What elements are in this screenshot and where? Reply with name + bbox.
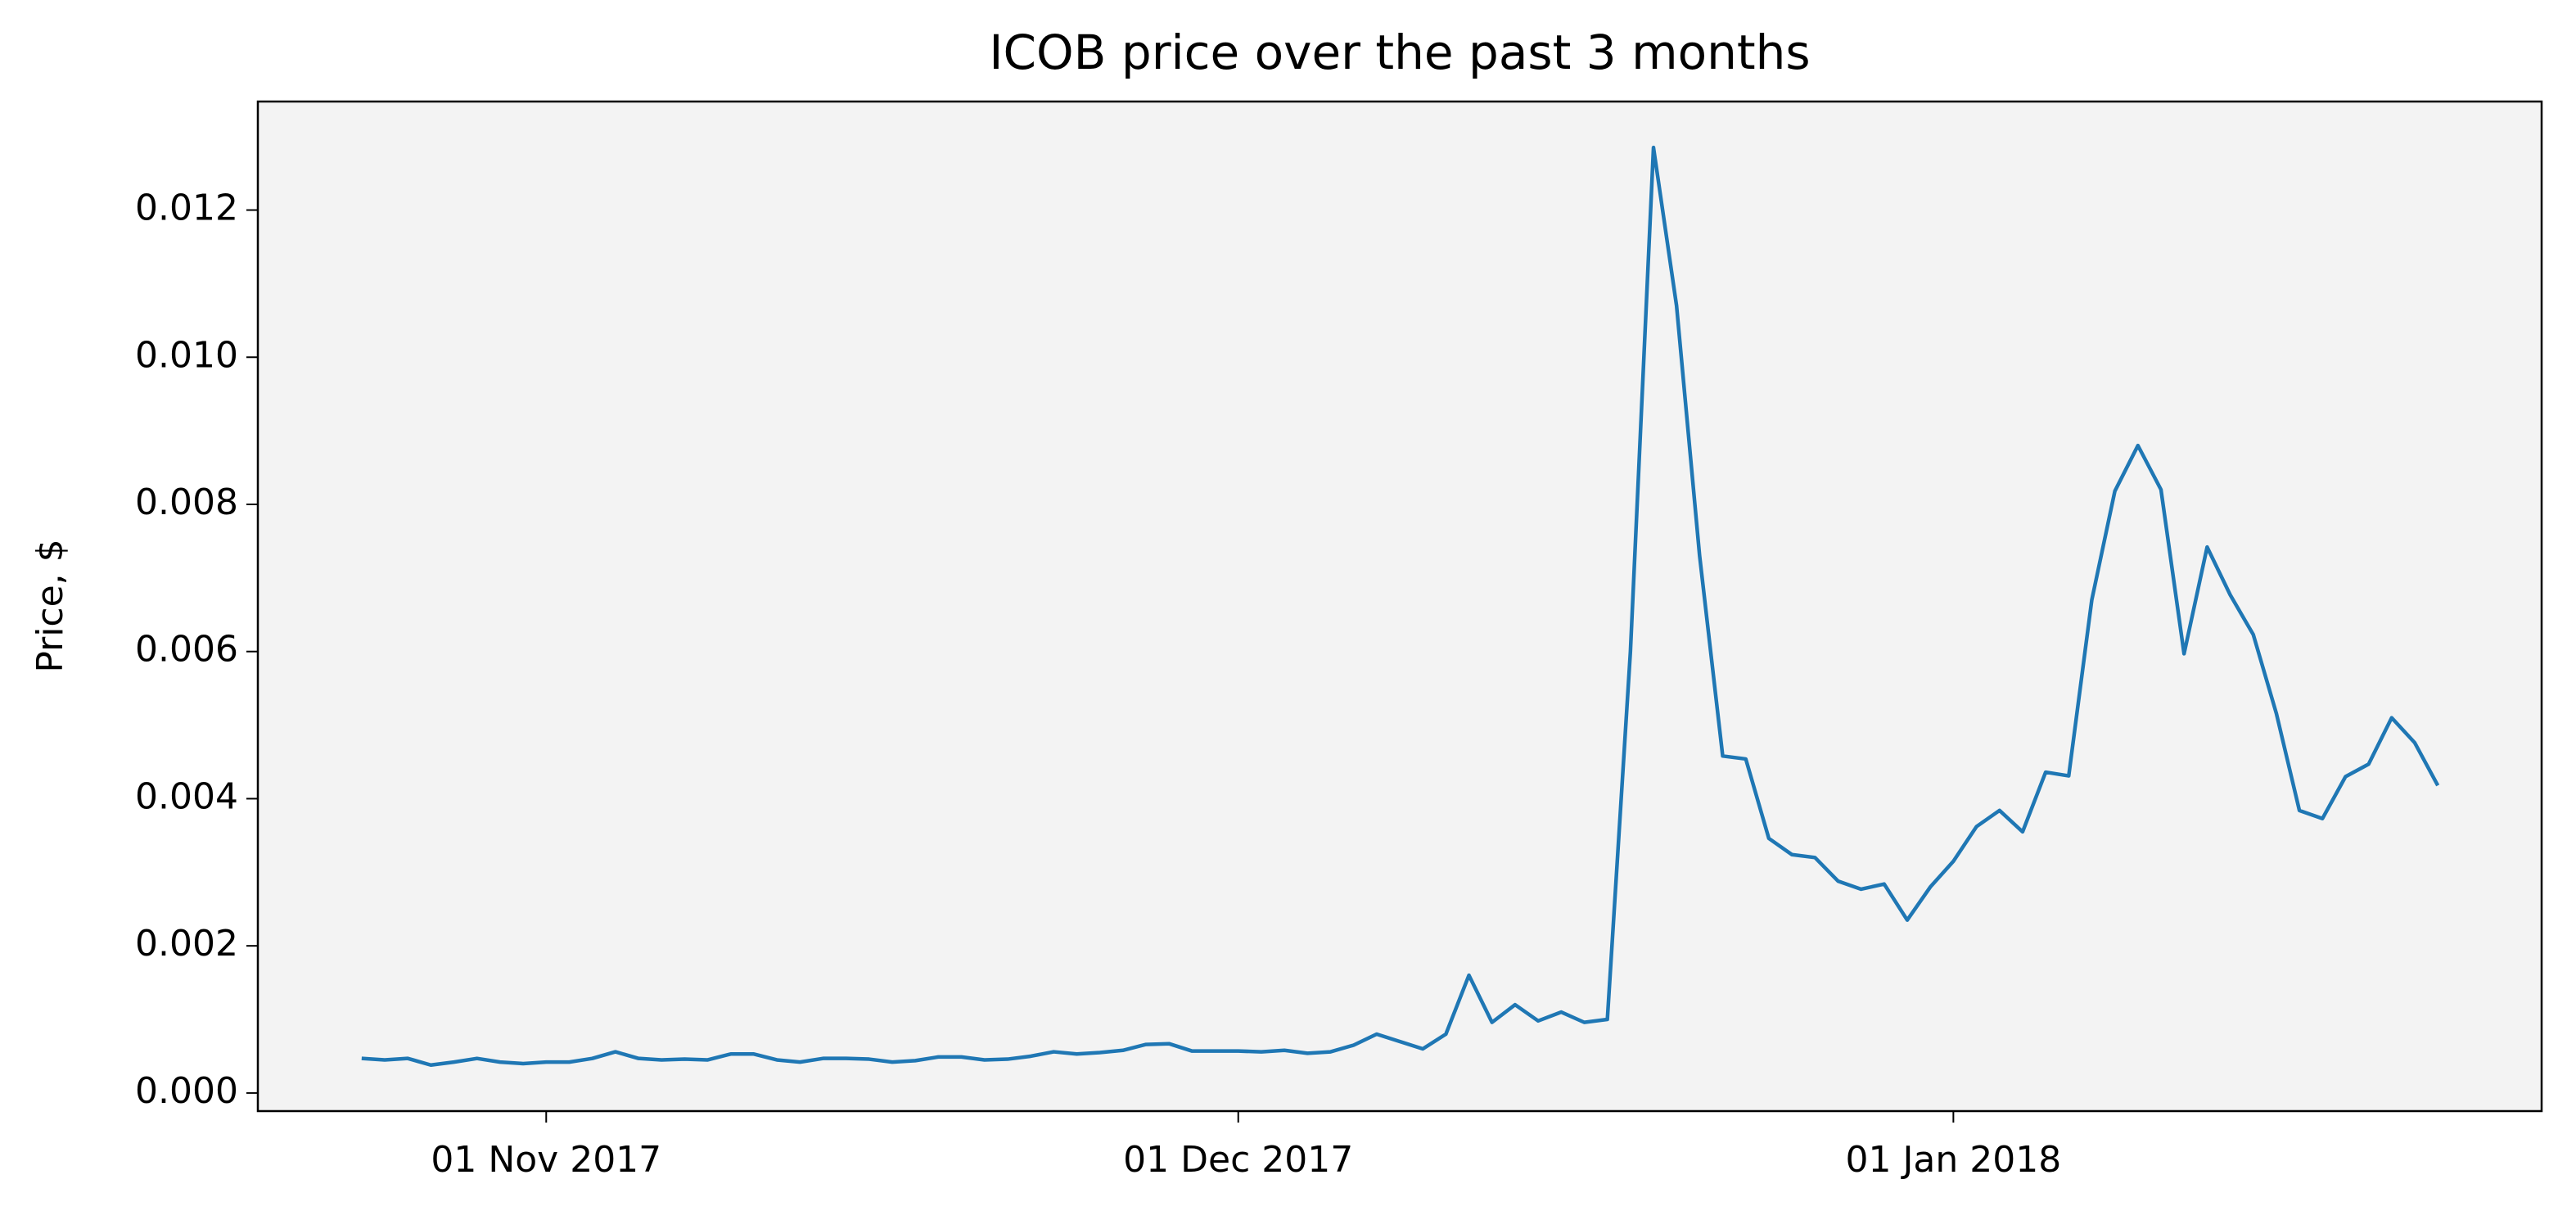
plot-frame xyxy=(256,100,2543,1113)
x-tick-label: 01 Jan 2018 xyxy=(1845,1139,2061,1181)
price-line xyxy=(361,145,2440,1067)
x-tick-label: 01 Dec 2017 xyxy=(1123,1139,1353,1181)
y-tick-label: 0.006 xyxy=(135,629,238,671)
y-tick-label: 0.000 xyxy=(135,1070,238,1112)
x-tick-label: 01 Nov 2017 xyxy=(431,1139,661,1181)
plot-area xyxy=(258,102,2542,1111)
y-tick-label: 0.010 xyxy=(135,334,238,376)
y-axis-label: Price, $ xyxy=(29,539,71,672)
y-tick-label: 0.008 xyxy=(135,481,238,523)
y-tick-label: 0.012 xyxy=(135,188,238,229)
chart-title: ICOB price over the past 3 months xyxy=(989,25,1810,80)
y-tick-label: 0.002 xyxy=(135,923,238,965)
y-tick-label: 0.004 xyxy=(135,775,238,817)
